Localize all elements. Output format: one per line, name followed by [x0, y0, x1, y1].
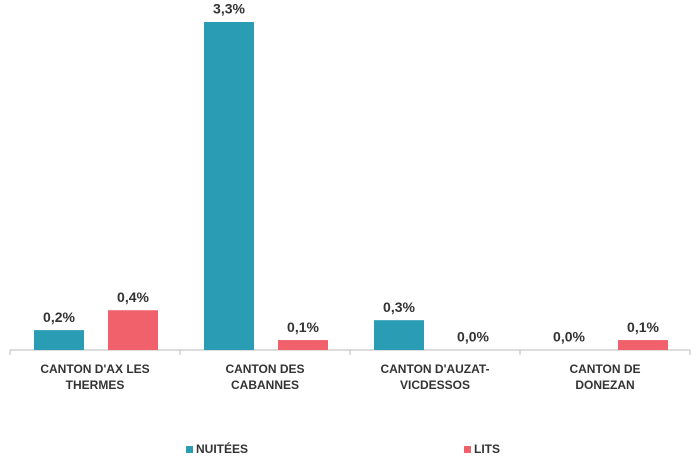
- x-tick-label: CANTON DE DONEZAN: [569, 362, 640, 392]
- value-label: 0,1%: [287, 319, 319, 335]
- bar: [374, 320, 424, 350]
- value-label: 0,2%: [43, 309, 75, 325]
- legend-label: LITS: [474, 442, 500, 456]
- bar: [34, 330, 84, 350]
- bar: [618, 340, 668, 350]
- value-label: 0,1%: [627, 319, 659, 335]
- legend-swatch: [464, 446, 471, 453]
- legend-label: NUITÉES: [196, 441, 248, 456]
- x-tick-label: CANTON D'AX LES THERMES: [40, 362, 149, 392]
- legend-swatch: [186, 446, 193, 453]
- bar: [204, 22, 254, 350]
- bar: [108, 310, 158, 350]
- bar: [278, 340, 328, 350]
- value-label: 0,4%: [117, 289, 149, 305]
- value-label: 0,0%: [553, 329, 585, 345]
- value-label: 0,3%: [383, 299, 415, 315]
- x-tick-label: CANTON DES CABANNES: [225, 362, 304, 392]
- value-label: 3,3%: [213, 1, 245, 17]
- x-tick-label: CANTON D'AUZAT-VICDESSOS: [380, 362, 489, 392]
- value-label: 0,0%: [457, 329, 489, 345]
